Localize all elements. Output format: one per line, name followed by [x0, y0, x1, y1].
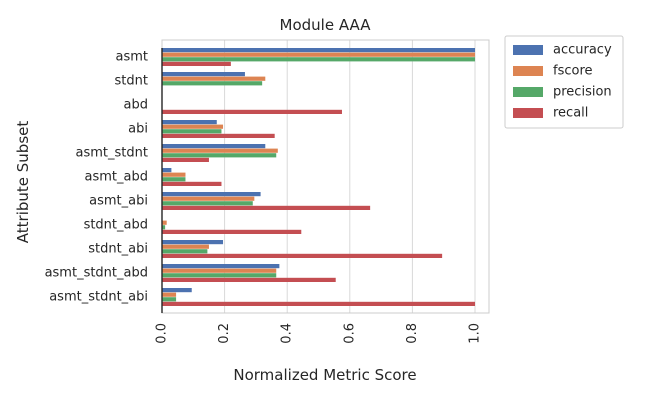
- bar-fscore: [162, 196, 255, 201]
- x-tick-label: 0.4: [280, 323, 295, 344]
- bar-accuracy: [162, 168, 172, 173]
- legend-label: fscore: [553, 64, 593, 79]
- y-tick-label: asmt_stdnt_abd: [45, 266, 148, 281]
- y-tick-label: stdnt_abd: [84, 218, 148, 233]
- x-tick-label: 0.6: [342, 323, 357, 344]
- y-tick-label: asmt_stdnt_abi: [49, 290, 148, 305]
- bar-fscore: [162, 172, 186, 177]
- bar-recall: [162, 181, 222, 186]
- bar-recall: [162, 133, 275, 138]
- bar-accuracy: [162, 120, 217, 125]
- x-axis-label: Normalized Metric Score: [233, 366, 416, 384]
- bar-precision: [162, 57, 475, 62]
- x-tick-label: 0.8: [405, 323, 420, 344]
- bar-fscore: [162, 292, 177, 297]
- legend: accuracy fscore precision recall: [504, 35, 624, 129]
- y-tick-label: stdnt: [115, 74, 148, 89]
- legend-swatch: [513, 66, 543, 76]
- y-tick-label: abi: [128, 122, 148, 137]
- bar-precision: [162, 81, 263, 86]
- bar-fscore: [162, 52, 475, 57]
- bar-accuracy: [162, 240, 224, 245]
- legend-frame: [504, 35, 624, 129]
- bar-precision: [162, 273, 277, 278]
- x-tick-label: 1.0: [468, 323, 483, 344]
- bar-recall: [162, 229, 302, 234]
- legend-label: accuracy: [553, 43, 612, 58]
- bars: [162, 48, 475, 306]
- x-tick-labels: 0.0 0.2 0.4 0.6 0.8 1.0: [155, 323, 483, 344]
- legend-swatch: [513, 45, 543, 55]
- x-tick-label: 0.2: [217, 323, 232, 344]
- y-tick-label: asmt_abi: [89, 194, 148, 209]
- legend-swatch: [513, 108, 543, 118]
- bar-recall: [162, 277, 336, 282]
- legend-label: precision: [553, 85, 612, 100]
- bar-accuracy: [162, 48, 475, 53]
- bar-accuracy: [162, 264, 280, 269]
- bar-accuracy: [162, 192, 261, 197]
- bar-precision: [162, 297, 177, 302]
- bar-recall: [162, 253, 443, 258]
- y-tick-label: asmt_abd: [85, 170, 148, 185]
- bar-fscore: [162, 148, 278, 153]
- y-tick-label: abd: [124, 98, 148, 113]
- bar-accuracy: [162, 144, 266, 149]
- x-tick-label: 0.0: [155, 323, 170, 344]
- bar-fscore: [162, 124, 224, 129]
- bar-fscore: [162, 76, 266, 81]
- y-tick-label: asmt: [116, 50, 149, 65]
- y-tick-labels: asmt stdnt abd abi asmt_stdnt asmt_abd asmt_ab…: [45, 50, 148, 305]
- bar-recall: [162, 205, 371, 210]
- y-tick-label: stdnt_abi: [88, 242, 148, 257]
- y-tick-label: asmt_stdnt: [76, 146, 148, 161]
- bar-precision: [162, 225, 166, 230]
- bar-precision: [162, 201, 253, 206]
- legend-label: recall: [553, 106, 588, 121]
- bar-fscore: [162, 268, 277, 273]
- bar-precision: [162, 153, 277, 158]
- chart-title: Module AAA: [280, 16, 372, 34]
- bar-recall: [162, 109, 342, 114]
- legend-swatch: [513, 87, 543, 97]
- bar-precision: [162, 177, 186, 182]
- bar-recall: [162, 301, 475, 306]
- bar-precision: [162, 129, 222, 134]
- y-axis-label: Attribute Subset: [14, 121, 32, 244]
- bar-accuracy: [162, 72, 245, 77]
- bar-recall: [162, 157, 209, 162]
- bar-precision: [162, 249, 208, 254]
- bar-fscore: [162, 244, 209, 249]
- bar-recall: [162, 61, 231, 66]
- bar-fscore: [162, 220, 167, 225]
- bar-accuracy: [162, 288, 192, 293]
